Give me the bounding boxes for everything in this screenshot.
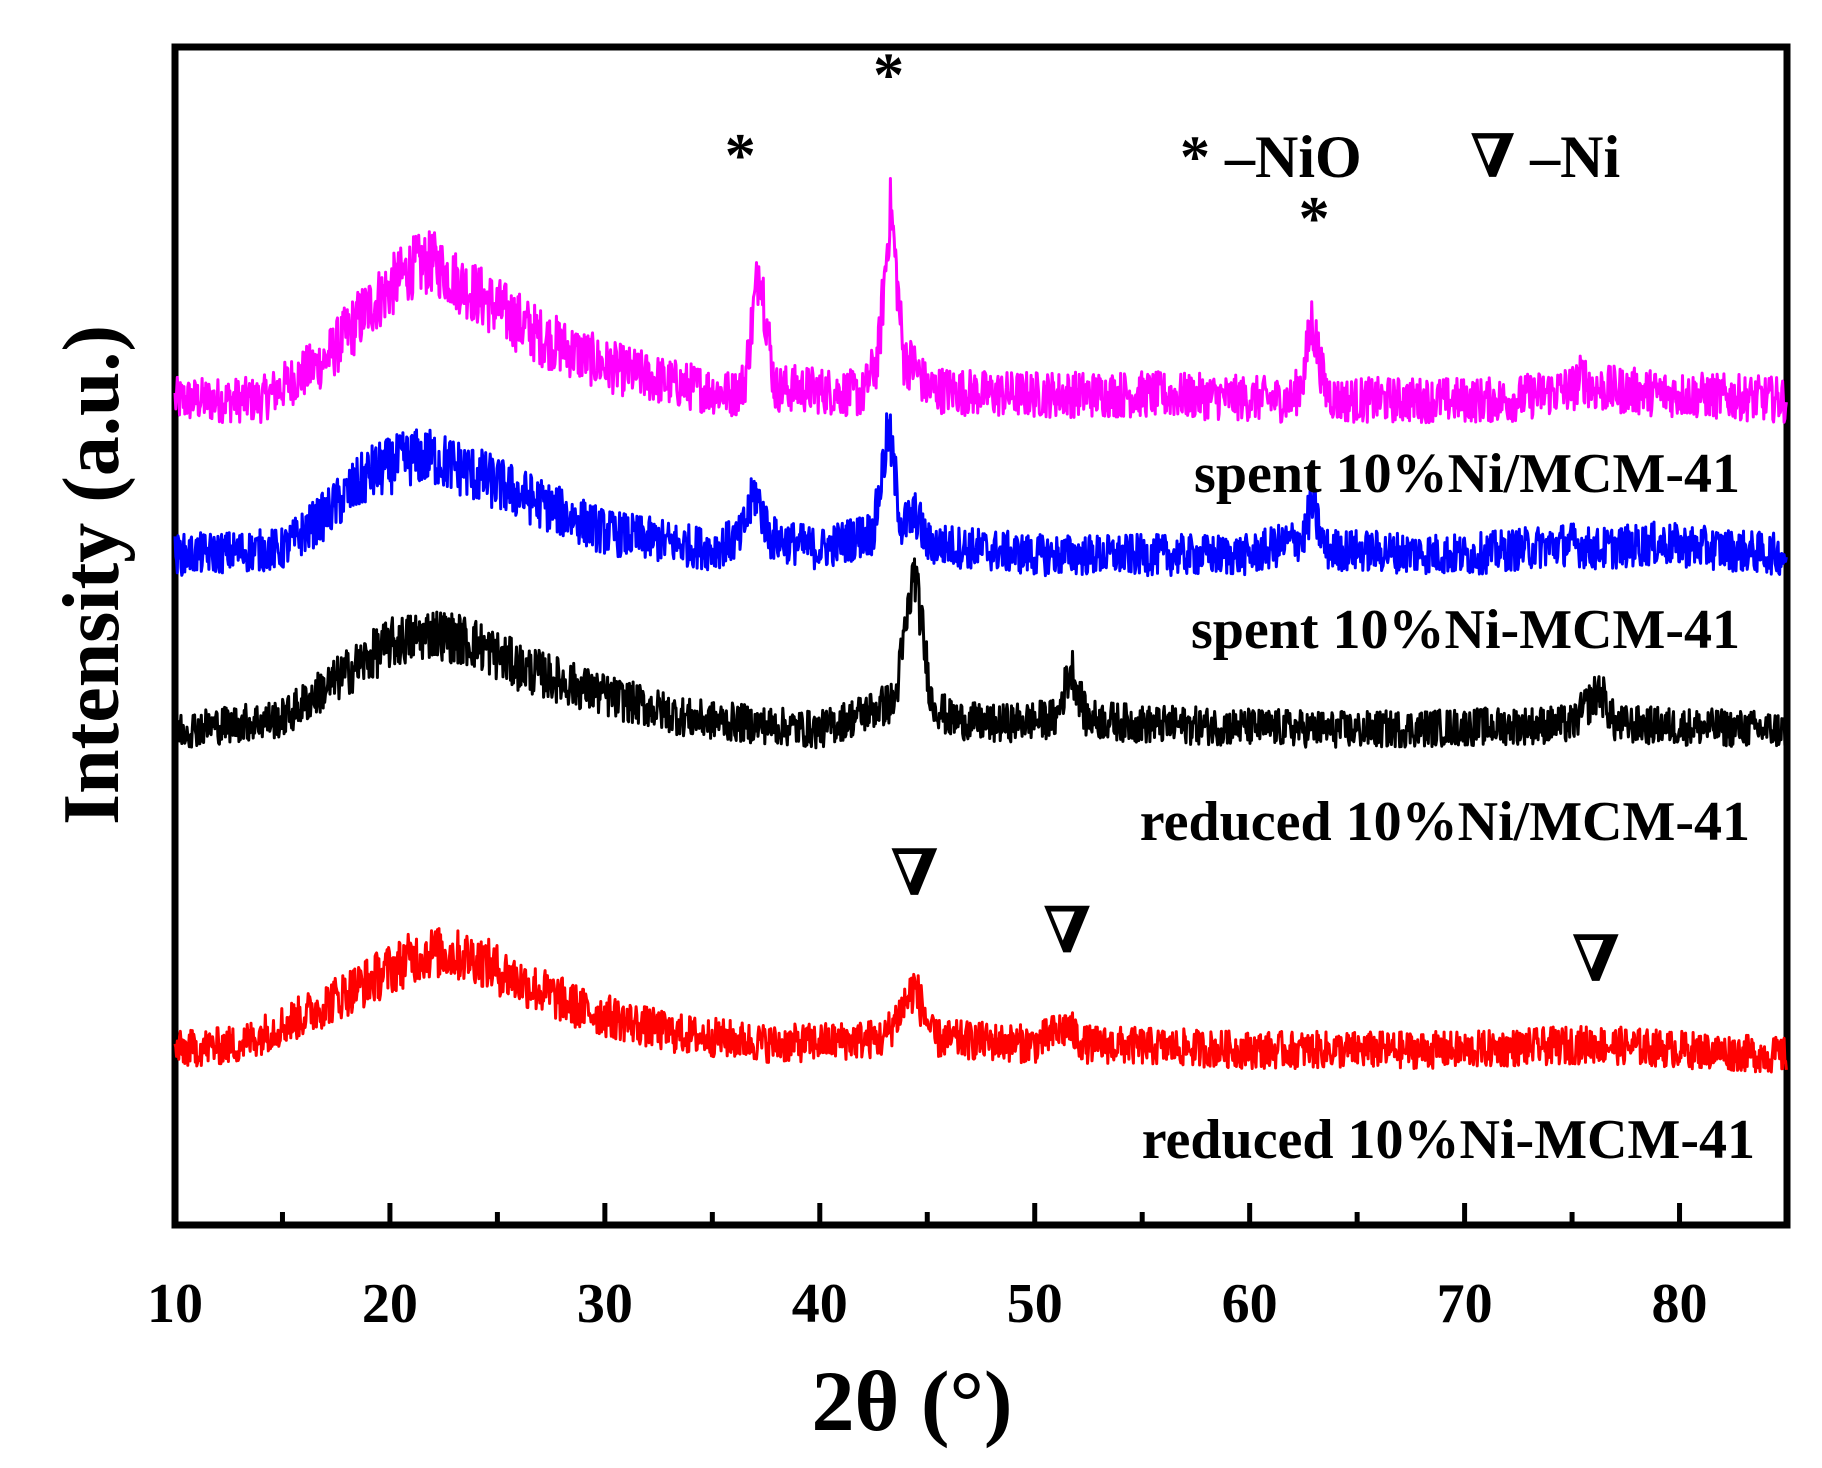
y-axis-title: Intensity (a.u.): [48, 325, 136, 825]
series-line-2: [173, 557, 1788, 750]
x-tick-label-80: 80: [1652, 1273, 1708, 1335]
series-line-3: [173, 927, 1788, 1074]
peak-marker-0-2: *: [1299, 185, 1330, 253]
peak-marker-0-1: *: [873, 41, 904, 109]
peak-marker-0-0: *: [725, 122, 756, 190]
x-tick-label-50: 50: [1007, 1273, 1063, 1335]
series-line-0: [173, 177, 1788, 425]
series-label-1: spent 10%Ni-MCM-41: [1191, 599, 1740, 661]
series-label-2: reduced 10%Ni/MCM-41: [1140, 791, 1750, 853]
series-label-0: spent 10%Ni/MCM-41: [1194, 443, 1740, 505]
series-layer: [173, 177, 1788, 1074]
legend-entry-nio: * –NiO: [1180, 124, 1362, 190]
legend-entry-ni: ∇ –Ni: [1470, 124, 1620, 190]
x-tick-label-70: 70: [1437, 1273, 1493, 1335]
x-tick-label-20: 20: [362, 1273, 418, 1335]
x-tick-label-60: 60: [1222, 1273, 1278, 1335]
peak-marker-3-1: ∇: [1043, 895, 1091, 966]
series-label-3: reduced 10%Ni-MCM-41: [1142, 1109, 1755, 1171]
peak-marker-layer: * * * ∇ ∇ ∇: [725, 41, 1620, 995]
series-line-1: [173, 412, 1788, 578]
peak-marker-3-0: ∇: [890, 838, 938, 909]
x-tick-label-30: 30: [577, 1273, 633, 1335]
series-label-layer: spent 10%Ni/MCM-41 spent 10%Ni-MCM-41 redu…: [1140, 443, 1755, 1171]
x-tick-label-10: 10: [147, 1273, 203, 1335]
x-tick-label-40: 40: [792, 1273, 848, 1335]
x-axis-title: 2θ (°): [811, 1353, 1012, 1449]
legend: * –NiO ∇ –Ni: [1180, 124, 1620, 190]
peak-marker-3-2: ∇: [1572, 924, 1620, 995]
x-axis: 10 20 30 40 50 60 70 80: [147, 1203, 1790, 1335]
